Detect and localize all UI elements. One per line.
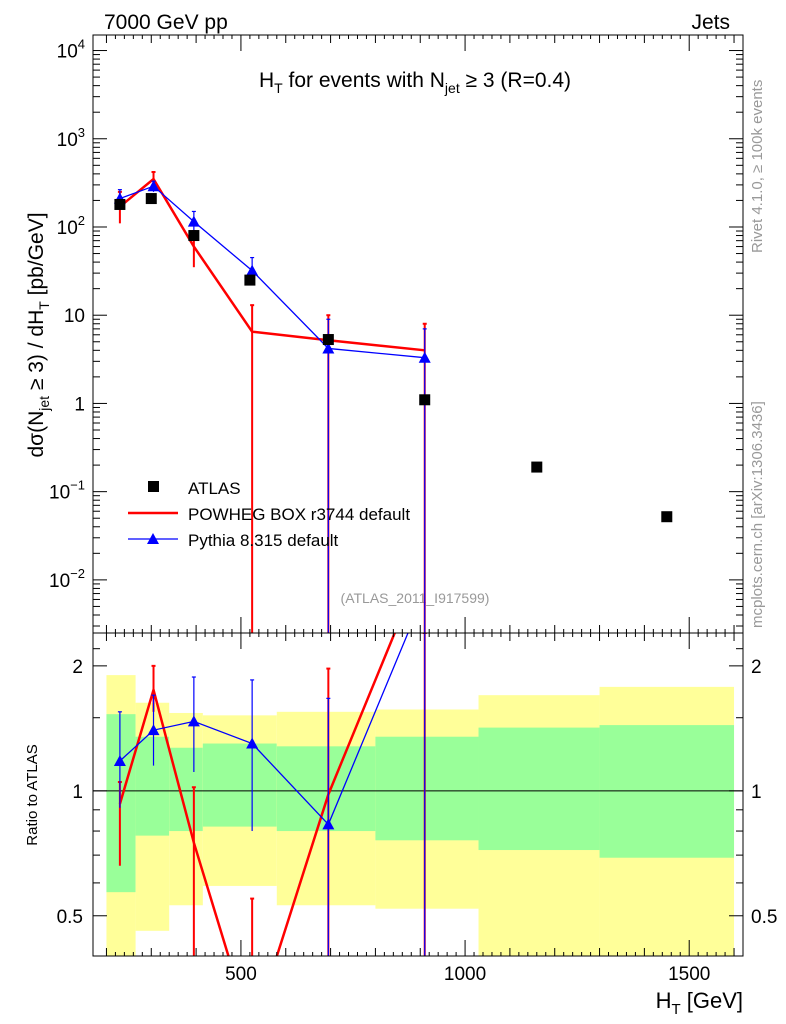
ratio-inner-band [202, 743, 277, 827]
x-tick-label: 1500 [668, 964, 710, 985]
ratio-inner-band [135, 736, 170, 836]
legend-label: ATLAS [188, 479, 241, 498]
main-y-tick-label: 10−1 [49, 478, 85, 504]
main-panel: HT for events with Njet ≥ 3 (R=0.4) (ATL… [25, 34, 744, 634]
atlas-point [531, 461, 543, 473]
ratio-y-tick-label-right: 2 [751, 657, 762, 678]
watermark: (ATLAS_2011_I917599) [341, 590, 490, 606]
atlas-point [188, 230, 200, 242]
ratio-pythia-point [246, 737, 259, 749]
main-y-tick-label: 102 [57, 213, 85, 239]
ratio-pythia-point [187, 715, 200, 727]
main-y-tick-label: 104 [57, 37, 85, 63]
ratio-y-tick-label-right: 1 [751, 782, 762, 803]
header-energy: 7000 GeV pp [104, 11, 228, 34]
powheg-line [119, 177, 425, 352]
ratio-inner-band [478, 727, 600, 851]
main-y-tick-label: 103 [57, 125, 85, 151]
ratio-frame [92, 632, 744, 957]
legend-label: Pythia 8.315 default [188, 531, 339, 550]
ratio-panel: 0.5 0.5 1 1 2 2 500 1000 1500 Ratio to ATLAS HT … [24, 632, 777, 1018]
main-y-axis-label: dσ(Njet ≥ 3) / dHT [pb/GeV] [25, 212, 52, 457]
legend-label: POWHEG BOX r3744 default [188, 505, 410, 524]
atlas-point [244, 274, 256, 286]
atlas-point [114, 198, 126, 210]
x-axis-label: HT [GeV] [656, 988, 743, 1018]
ratio-y-tick-label-right: 0.5 [751, 907, 777, 928]
legend-atlas-marker [148, 481, 159, 492]
x-tick-label: 1000 [444, 964, 486, 985]
atlas-point [661, 511, 673, 523]
ratio-inner-band [276, 746, 376, 832]
main-title: HT for events with Njet ≥ 3 (R=0.4) [259, 69, 571, 96]
ratio-pythia-point [147, 724, 160, 736]
rivet-version-label: Rivet 4.1.0, ≥ 100k events [749, 80, 766, 253]
atlas-point [322, 334, 334, 346]
ratio-inner-band [375, 736, 479, 841]
atlas-point [145, 193, 157, 205]
ratio-powheg-line [118, 633, 397, 956]
ratio-y-tick-label: 0.5 [57, 907, 83, 928]
ratio-inner-band [599, 725, 735, 858]
pythia-point [246, 264, 259, 276]
ratio-inner-band [169, 747, 203, 832]
pythia-point [147, 180, 160, 192]
ratio-y-tick-label: 1 [72, 782, 83, 803]
pythia-point [187, 215, 200, 227]
ratio-pythia-point [113, 754, 126, 766]
ratio-y-axis-label: Ratio to ATLAS [24, 744, 41, 845]
mcplots-label: mcplots.cern.ch [arXiv:1306.3436] [749, 401, 766, 628]
atlas-point [419, 394, 431, 406]
main-y-tick-label: 1 [74, 394, 85, 415]
main-y-tick-label: 10−2 [49, 566, 85, 592]
pythia-point [418, 351, 431, 363]
legend-pythia-marker [147, 533, 159, 544]
legend: ATLAS POWHEG BOX r3744 default Pythia 8.31… [128, 479, 410, 550]
ratio-pythia-point [322, 818, 335, 830]
x-tick-label: 500 [225, 964, 257, 985]
main-y-tick-label: 10 [64, 306, 85, 327]
pythia-line [119, 185, 425, 359]
header-category: Jets [691, 11, 730, 34]
ratio-pythia-line [119, 633, 409, 826]
ratio-y-tick-label: 2 [72, 657, 83, 678]
pythia-point [322, 342, 335, 354]
